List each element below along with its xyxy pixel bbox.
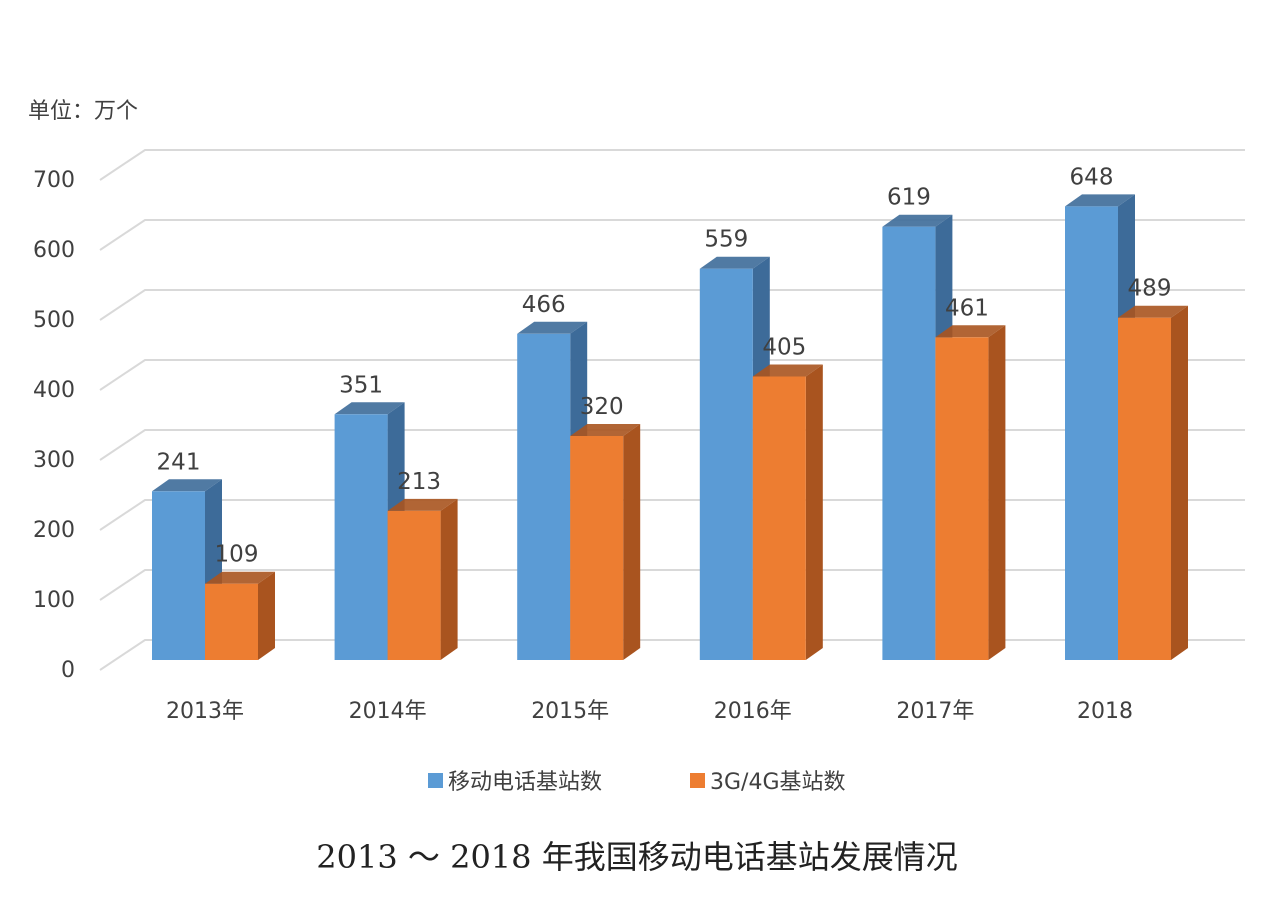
bar <box>570 436 624 660</box>
data-label: 213 <box>397 469 441 495</box>
y-tick-label: 700 <box>33 168 75 193</box>
y-tick-label: 600 <box>33 238 75 263</box>
x-tick-label: 2014年 <box>349 699 427 724</box>
data-label: 351 <box>339 372 383 398</box>
chart-caption: 2013 ～ 2018 年我国移动电话基站发展情况 <box>316 838 958 876</box>
bar-top <box>570 424 641 436</box>
data-label: 461 <box>945 295 989 321</box>
x-tick-label: 2016年 <box>714 699 792 724</box>
y-tick-label: 0 <box>61 658 75 683</box>
data-label: 648 <box>1070 164 1114 190</box>
bar <box>387 510 441 660</box>
legend-swatch <box>690 773 705 788</box>
gridline <box>99 149 1245 181</box>
bar-side <box>258 571 275 660</box>
bar-side <box>988 325 1006 660</box>
bar-top <box>152 479 222 492</box>
data-label: 466 <box>522 292 566 318</box>
x-tick-label: 2015年 <box>531 699 609 724</box>
bar <box>699 268 753 660</box>
bar-top <box>334 402 405 415</box>
bar <box>882 226 936 660</box>
bar-top <box>517 321 588 334</box>
y-tick-label: 400 <box>33 378 75 403</box>
bar-top <box>699 256 770 269</box>
bar <box>1118 317 1171 660</box>
bar-top <box>205 571 275 584</box>
bar <box>205 583 258 660</box>
gridline <box>99 429 1245 461</box>
gridline <box>99 219 1245 251</box>
gridline <box>99 289 1245 321</box>
bar <box>752 376 806 660</box>
data-label: 559 <box>704 227 748 253</box>
y-tick-label: 100 <box>33 588 75 613</box>
x-tick-label: 2018 <box>1077 699 1133 724</box>
bar-top <box>882 214 953 227</box>
bar-side <box>440 498 458 660</box>
data-label: 489 <box>1128 276 1172 302</box>
legend-label: 移动电话基站数 <box>448 770 602 795</box>
bar-top <box>752 364 823 377</box>
data-label: 320 <box>580 394 624 420</box>
bar-side <box>805 364 823 660</box>
gridline <box>99 569 1245 601</box>
y-tick-label: 300 <box>33 448 75 473</box>
x-tick-label: 2017年 <box>896 699 974 724</box>
bar <box>517 333 571 660</box>
y-tick-label: 500 <box>33 308 75 333</box>
bar <box>152 491 205 660</box>
data-label: 405 <box>762 335 806 361</box>
gridline <box>99 639 1245 671</box>
gridline <box>99 359 1245 391</box>
data-label: 241 <box>157 449 201 475</box>
bar-side <box>623 424 641 660</box>
legend-label: 3G/4G基站数 <box>710 770 846 795</box>
bar <box>334 414 388 660</box>
x-tick-label: 2013年 <box>166 699 244 724</box>
bar-side <box>1171 305 1188 660</box>
data-label: 619 <box>887 185 931 211</box>
legend-swatch <box>428 773 443 788</box>
bar-top <box>1118 305 1188 318</box>
bar <box>935 337 989 660</box>
gridline <box>99 499 1245 531</box>
bar-top <box>387 498 458 511</box>
bar-top <box>1065 194 1135 207</box>
data-label: 109 <box>215 542 259 568</box>
bar <box>1065 206 1118 660</box>
unit-label: 单位：万个 <box>28 99 138 124</box>
bar-top <box>935 325 1006 338</box>
y-tick-label: 200 <box>33 518 75 543</box>
